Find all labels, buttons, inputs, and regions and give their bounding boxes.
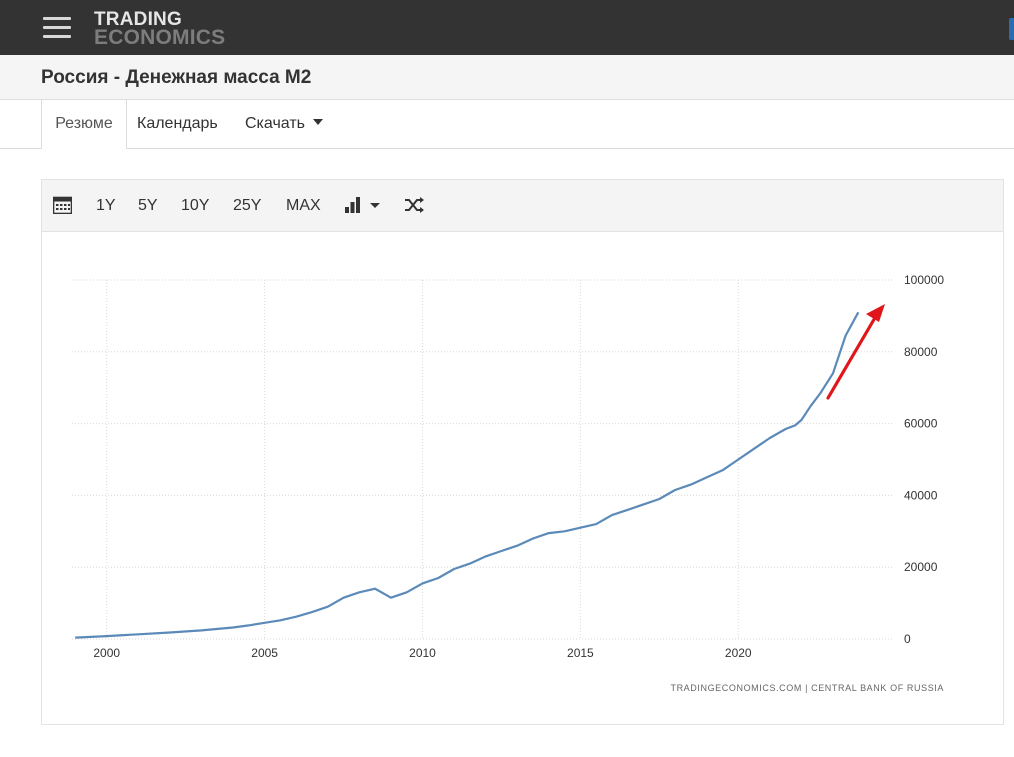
hamburger-menu-icon[interactable] <box>43 17 71 39</box>
x-tick-label: 2005 <box>251 646 278 660</box>
chart-toolbar: 1Y 5Y 10Y 25Y MAX <box>42 180 1003 232</box>
x-axis-ticks: 2000 2005 2010 2015 2020 <box>93 646 752 660</box>
trading-economics-logo[interactable]: TRADING ECONOMICS <box>94 9 226 49</box>
chart-panel: 1Y 5Y 10Y 25Y MAX 2000 2005 2010 2015 2020 0… <box>41 179 1004 725</box>
range-25y-button[interactable]: 25Y <box>233 197 262 214</box>
caret-down-icon <box>313 119 323 125</box>
page-title: Россия - Денежная масса M2 <box>41 67 312 88</box>
top-navbar: TRADING ECONOMICS <box>0 0 1014 55</box>
range-1y-button[interactable]: 1Y <box>96 197 116 214</box>
y-tick-label: 0 <box>904 632 911 646</box>
y-tick-label: 60000 <box>904 417 938 431</box>
y-tick-label: 40000 <box>904 488 938 502</box>
m2-line-chart: 2000 2005 2010 2015 2020 0 20000 40000 60000 800… <box>72 273 944 693</box>
x-tick-label: 2015 <box>567 646 594 660</box>
y-tick-label: 80000 <box>904 345 938 359</box>
y-tick-label: 20000 <box>904 560 938 574</box>
y-tick-label: 100000 <box>904 273 944 287</box>
x-tick-label: 2010 <box>409 646 436 660</box>
chevron-down-icon <box>370 203 380 208</box>
series-line-m2 <box>75 311 860 639</box>
chart-grid <box>72 279 893 640</box>
range-5y-button[interactable]: 5Y <box>138 197 158 214</box>
bar-chart-icon <box>345 197 360 213</box>
tab-download[interactable]: Скачать <box>245 100 323 148</box>
title-band: Россия - Денежная масса M2 <box>0 55 1014 100</box>
x-tick-label: 2020 <box>725 646 752 660</box>
tab-calendar[interactable]: Календарь <box>137 115 218 132</box>
tab-summary[interactable]: Резюме <box>41 100 127 149</box>
range-10y-button[interactable]: 10Y <box>181 197 210 214</box>
range-max-button[interactable]: MAX <box>286 197 321 214</box>
logo-line-2: ECONOMICS <box>94 26 226 49</box>
x-tick-label: 2000 <box>93 646 120 660</box>
red-arrow-annotation <box>826 304 885 400</box>
y-axis-ticks: 0 20000 40000 60000 80000 100000 <box>904 273 944 646</box>
logo-line-1: TRADING <box>94 9 182 30</box>
tab-bar: Резюме Календарь Скачать <box>0 100 1014 149</box>
calendar-icon[interactable] <box>53 196 72 214</box>
chart-type-dropdown[interactable] <box>345 196 385 214</box>
source-note: TRADINGECONOMICS.COM | CENTRAL BANK OF R… <box>670 683 944 693</box>
tab-download-label: Скачать <box>245 115 305 132</box>
shuffle-icon[interactable] <box>404 196 424 214</box>
edge-button[interactable] <box>1009 18 1014 40</box>
